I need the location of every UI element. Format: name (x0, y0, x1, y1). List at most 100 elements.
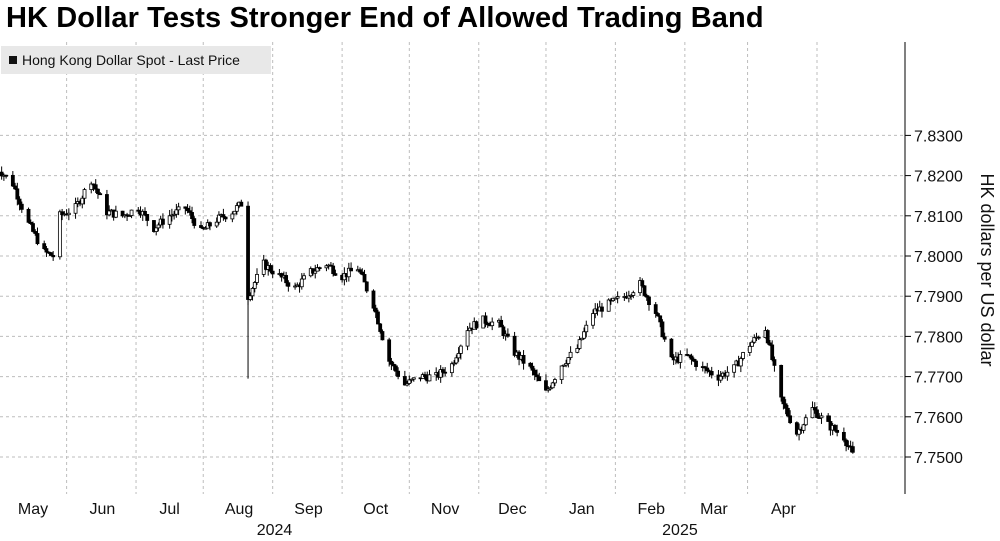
candle-body (113, 210, 118, 218)
candle-body (66, 212, 71, 216)
y-tick-label: 7.8000 (914, 249, 963, 266)
candle-body (391, 363, 396, 367)
candle-body (203, 227, 208, 230)
candle-body (794, 422, 799, 435)
candle-body (409, 378, 414, 381)
candles (0, 166, 855, 454)
candle-body (28, 221, 33, 224)
candle-body (31, 223, 35, 232)
candle-body (127, 215, 132, 217)
candle-body (248, 295, 253, 300)
candle-body (423, 374, 427, 378)
candle-body (15, 188, 20, 200)
candle-body (230, 213, 235, 220)
candle-body (286, 282, 291, 287)
candle-body (564, 363, 569, 366)
candle-body (346, 267, 351, 278)
candle-body (13, 185, 17, 190)
candle-body (642, 285, 647, 296)
candle-body (528, 362, 533, 367)
candle-body (239, 201, 244, 207)
candle-body (505, 333, 510, 337)
candle-body (801, 424, 806, 431)
candle-body (750, 341, 754, 347)
candle-body (217, 214, 221, 223)
candle-body (550, 382, 555, 389)
candle-body (474, 321, 479, 329)
candle-body (725, 371, 730, 377)
candle-body (42, 243, 47, 249)
candle-body (850, 446, 855, 453)
candle-body (360, 271, 365, 275)
candle-body (252, 282, 257, 289)
candle-body (364, 281, 369, 292)
candle-body (591, 313, 595, 326)
candle-body (803, 417, 808, 426)
candle-body (185, 207, 190, 212)
candle-body (678, 354, 683, 363)
candle-body (167, 215, 172, 225)
candle-body (107, 210, 112, 216)
candle-body (427, 374, 432, 382)
candle-body (689, 355, 694, 360)
candle-body (299, 278, 304, 288)
candle-body (89, 183, 94, 190)
candle-body (255, 274, 259, 283)
y-tick-label: 7.7500 (914, 450, 963, 467)
candle-body (826, 415, 831, 422)
candle-body (0, 171, 4, 177)
x-year-label: 2024 (257, 522, 293, 539)
x-tick-label: Oct (363, 501, 388, 518)
candle-body (387, 339, 392, 362)
candle-body (268, 265, 273, 272)
x-tick-label: Jul (159, 501, 179, 518)
legend-label: Hong Kong Dollar Spot - Last Price (22, 52, 240, 68)
y-tick-label: 7.7800 (914, 329, 963, 346)
candle-body (190, 212, 194, 219)
candle-body (647, 296, 651, 306)
candle-body (373, 307, 378, 313)
candle-body (537, 376, 542, 382)
candle-body (615, 296, 620, 299)
candle-body (17, 198, 22, 205)
candle-body (747, 345, 752, 353)
candle-body (785, 407, 790, 417)
y-axis-label: HK dollars per US dollar (977, 173, 997, 366)
candle-body (192, 218, 197, 226)
candle-body (223, 216, 228, 220)
candle-body (250, 287, 255, 297)
candle-body (176, 206, 181, 211)
candle-body (833, 425, 837, 431)
candle-body (172, 213, 177, 216)
candle-body (183, 206, 188, 209)
candle-body (553, 379, 557, 384)
candle-body (313, 270, 318, 274)
candle-body (154, 227, 159, 232)
candle-body (57, 211, 62, 258)
candle-body (333, 273, 338, 276)
candle-body (393, 365, 398, 372)
candle-body (606, 299, 611, 312)
candle-body (232, 210, 237, 215)
candle-body (756, 336, 761, 339)
candle-body (566, 357, 571, 364)
candle-body (561, 364, 566, 367)
x-tick-label: May (18, 501, 48, 518)
candle-body (44, 248, 49, 253)
candle-body (73, 203, 78, 214)
x-tick-label: Apr (771, 501, 797, 518)
candle-body (530, 365, 535, 371)
y-tick-label: 7.8300 (914, 128, 963, 145)
candle-body (145, 214, 150, 221)
candle-body (19, 203, 24, 210)
candle-body (815, 409, 819, 418)
candle-body (10, 174, 15, 187)
candle-body (465, 330, 470, 347)
candle-body (411, 377, 416, 380)
candle-body (33, 231, 38, 234)
candle-body (653, 304, 658, 314)
y-tick-label: 7.8200 (914, 169, 963, 186)
candle-body (105, 194, 109, 216)
candle-body (358, 269, 362, 273)
candle-body (284, 275, 289, 284)
